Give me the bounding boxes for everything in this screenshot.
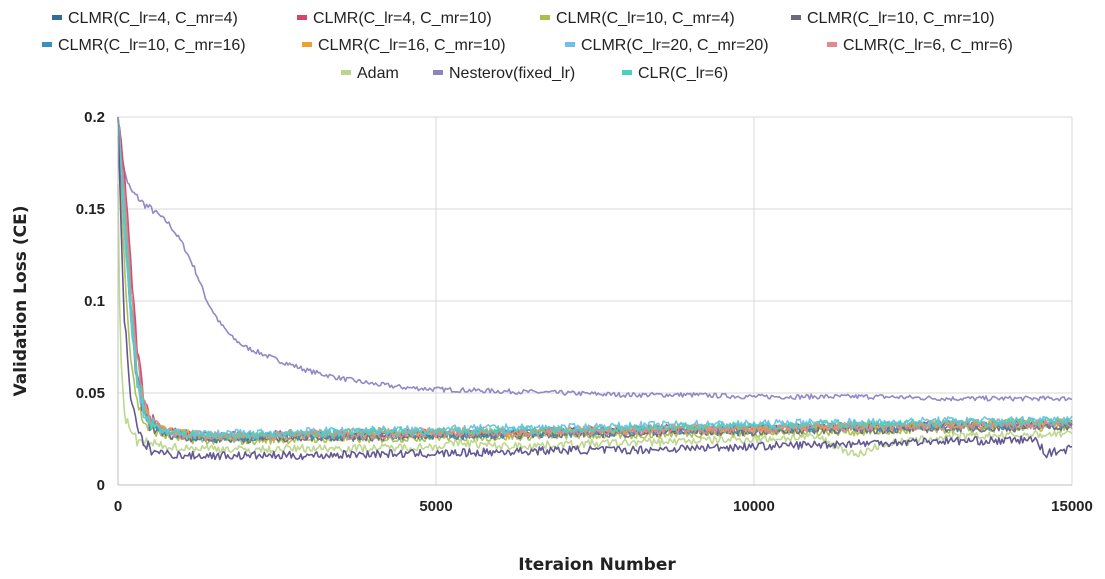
legend-swatch [622, 70, 632, 75]
series-line [117, 116, 1073, 442]
y-axis-title: Validation Loss (CE) [11, 206, 31, 397]
legend-swatch [42, 42, 52, 47]
legend: CLMR(C_lr=4, C_mr=4) CLMR(C_lr=4, C_mr=10… [42, 10, 1013, 82]
series-line [117, 116, 1073, 440]
legend-label: CLMR(C_lr=10, C_mr=10) [807, 10, 995, 27]
legend-label: CLMR(C_lr=4, C_mr=4) [68, 10, 238, 27]
legend-label: CLMR(C_lr=10, C_mr=16) [58, 37, 246, 54]
y-tick-label: 0.1 [84, 293, 105, 310]
series-line [117, 136, 1073, 446]
x-tick-label: 0 [114, 498, 122, 515]
y-tick-label: 0 [97, 477, 105, 494]
series-line [117, 116, 1073, 444]
ticks: 0 0.05 0.1 0.15 0.2 0 5000 10000 15000 [76, 109, 1093, 515]
x-axis-title: Iteraion Number [518, 555, 676, 575]
series-line [117, 116, 1073, 461]
legend-label: Adam [357, 65, 399, 82]
legend-swatch [302, 42, 312, 47]
y-tick-label: 0.15 [76, 201, 105, 218]
legend-label: CLMR(C_lr=20, C_mr=20) [581, 37, 769, 54]
series-line [117, 117, 1073, 439]
legend-swatch [565, 42, 575, 47]
legend-label: CLMR(C_lr=4, C_mr=10) [313, 10, 492, 27]
x-tick-label: 10000 [733, 498, 775, 515]
series-line [117, 184, 1073, 458]
x-tick-label: 5000 [419, 498, 452, 515]
y-tick-label: 0.2 [84, 109, 105, 126]
legend-label: CLMR(C_lr=16, C_mr=10) [318, 37, 506, 54]
legend-label: Nesterov(fixed_lr) [449, 65, 575, 82]
axes [117, 117, 1072, 486]
legend-label: CLMR(C_lr=10, C_mr=4) [556, 10, 735, 27]
legend-swatch [297, 15, 307, 20]
legend-swatch [341, 70, 351, 75]
x-tick-label: 15000 [1051, 498, 1093, 515]
grid [118, 116, 1073, 485]
legend-label: CLMR(C_lr=6, C_mr=6) [843, 37, 1013, 54]
legend-swatch [52, 15, 62, 20]
legend-swatch [433, 70, 443, 75]
series-layer [117, 116, 1073, 461]
legend-swatch [791, 15, 801, 20]
y-tick-label: 0.05 [76, 385, 105, 402]
legend-label: CLR(C_lr=6) [638, 65, 728, 82]
legend-swatch [540, 15, 550, 20]
legend-swatch [827, 42, 837, 47]
series-line [117, 120, 1073, 402]
series-line [117, 116, 1073, 440]
series-line [117, 116, 1073, 441]
